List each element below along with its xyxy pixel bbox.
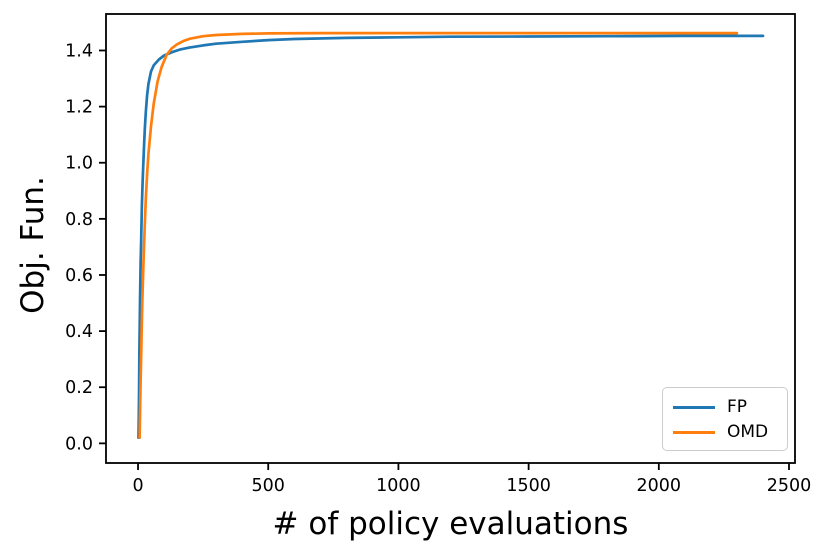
series-line-omd (138, 31, 739, 440)
omd-line-swatch (673, 430, 715, 434)
fp-line-swatch (673, 405, 715, 409)
legend-entry-omd: OMD (673, 420, 777, 444)
series-line-fp (137, 34, 765, 440)
x-axis-label: # of policy evaluations (272, 506, 629, 542)
legend: FP OMD (662, 387, 788, 451)
y-tick-label: 0.8 (65, 210, 93, 230)
x-tick-label: 2500 (767, 476, 812, 496)
x-tick-label: 0 (132, 476, 143, 496)
legend-entry-fp: FP (673, 395, 777, 419)
x-tick-label: 2000 (637, 476, 682, 496)
y-tick-label: 0.6 (65, 266, 93, 286)
x-tick-label: 500 (252, 476, 285, 496)
y-tick-label: 1.0 (65, 154, 93, 174)
y-tick-label: 0.0 (65, 434, 93, 454)
legend-label-omd: OMD (727, 421, 769, 442)
legend-label-fp: FP (727, 396, 748, 417)
x-tick-label: 1500 (506, 476, 551, 496)
y-tick-label: 0.4 (65, 322, 93, 342)
plot-frame (105, 13, 796, 464)
y-axis-label: Obj. Fun. (15, 176, 51, 314)
y-tick-label: 0.2 (65, 378, 93, 398)
x-tick-label: 1000 (376, 476, 421, 496)
y-tick-label: 1.2 (65, 98, 93, 118)
y-tick-label: 1.4 (65, 41, 93, 61)
